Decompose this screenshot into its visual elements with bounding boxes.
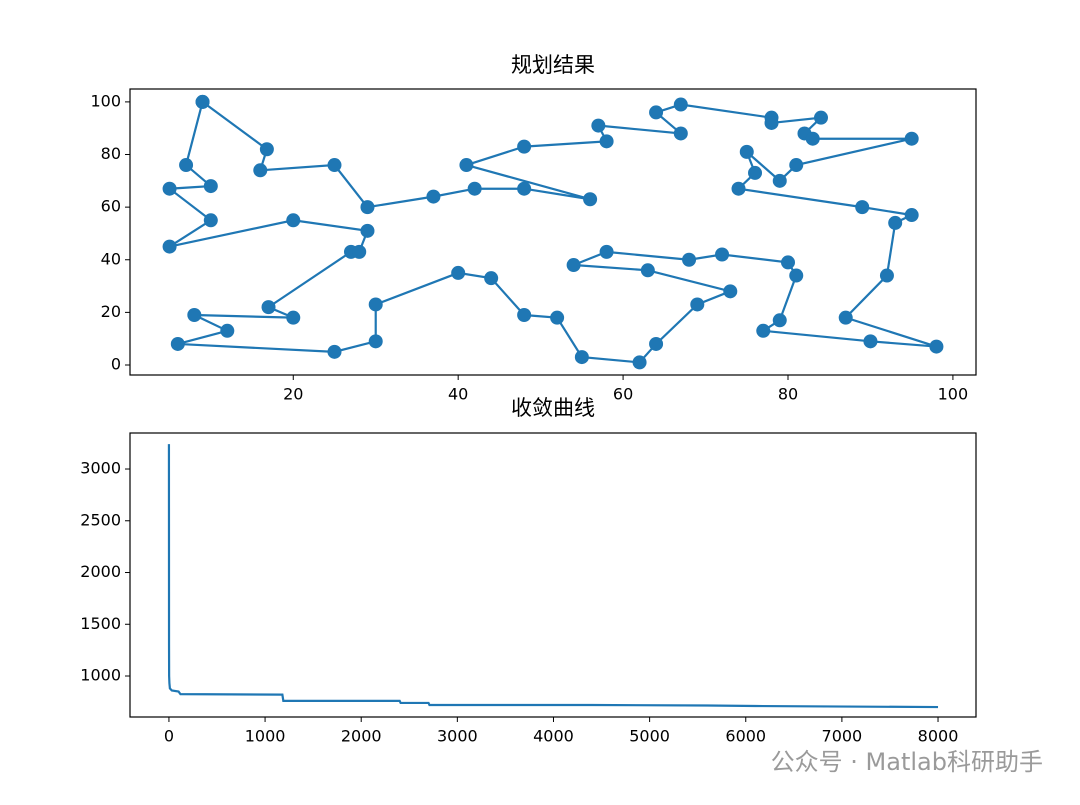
data-point (772, 313, 787, 328)
data-point (838, 310, 853, 325)
data-point (731, 181, 746, 196)
data-point (640, 263, 655, 278)
y-tick-label: 80 (101, 144, 121, 163)
data-point (360, 223, 375, 238)
y-tick-label: 2500 (80, 510, 121, 529)
x-tick-label: 60 (613, 385, 633, 404)
data-point (764, 115, 779, 130)
y-tick-label: 3000 (80, 459, 121, 478)
watermark: 公众号 · Matlab科研助手 (771, 748, 1043, 776)
y-tick-label: 1500 (80, 614, 121, 633)
data-point (715, 247, 730, 262)
data-point (459, 158, 474, 173)
data-point (904, 131, 919, 146)
data-point (690, 297, 705, 312)
data-point (426, 189, 441, 204)
data-point (517, 181, 532, 196)
data-point (286, 213, 301, 228)
x-tick-label: 5000 (629, 727, 670, 746)
data-point (748, 165, 763, 180)
data-point (550, 310, 565, 325)
data-point (649, 105, 664, 120)
y-tick-label: 2000 (80, 562, 121, 581)
data-point (682, 252, 697, 267)
data-point (187, 308, 202, 323)
x-tick-label: 20 (283, 385, 303, 404)
x-tick-label: 40 (448, 385, 468, 404)
x-tick-label: 3000 (437, 727, 478, 746)
data-point (574, 350, 589, 365)
data-point (781, 255, 795, 270)
data-point (484, 271, 499, 286)
data-point (170, 336, 185, 351)
data-point (583, 192, 598, 207)
data-point (286, 310, 301, 325)
data-point (203, 213, 218, 228)
y-tick-label: 40 (101, 249, 121, 268)
data-point (855, 200, 870, 215)
data-point (723, 284, 738, 299)
data-point (220, 323, 235, 338)
data-point (632, 355, 647, 370)
x-tick-label: 0 (164, 727, 174, 746)
data-point (261, 300, 276, 315)
data-point (195, 94, 210, 109)
data-point (368, 297, 383, 312)
data-point (517, 308, 532, 323)
data-point (327, 344, 342, 359)
data-point (259, 142, 274, 157)
y-tick-label: 60 (101, 197, 121, 216)
x-tick-label: 6000 (725, 727, 766, 746)
x-tick-label: 1000 (245, 727, 286, 746)
data-point (162, 181, 177, 196)
data-point (673, 126, 688, 141)
data-point (179, 158, 194, 173)
chart-title: 收敛曲线 (511, 396, 595, 420)
data-point (879, 268, 894, 283)
data-point (517, 139, 532, 154)
data-point (566, 258, 581, 273)
data-point (649, 336, 664, 351)
data-point (929, 339, 944, 354)
data-point (739, 144, 754, 159)
data-point (327, 158, 342, 173)
data-line (167, 444, 939, 709)
data-point (813, 110, 828, 125)
data-point (599, 134, 614, 149)
chart-title: 规划结果 (511, 53, 595, 77)
x-tick-label: 80 (778, 385, 798, 404)
data-point (467, 181, 482, 196)
data-point (253, 163, 268, 178)
data-point (772, 173, 787, 188)
data-point (352, 244, 367, 259)
data-point (360, 200, 375, 215)
data-point (863, 334, 878, 349)
y-tick-label: 100 (90, 91, 121, 110)
data-line (166, 101, 937, 364)
data-point (756, 323, 771, 338)
x-tick-label: 4000 (533, 727, 574, 746)
axes-frame (129, 432, 977, 718)
data-point (673, 97, 688, 112)
y-tick-label: 20 (101, 302, 121, 321)
data-point (888, 215, 903, 230)
axes-frame (129, 88, 977, 376)
x-tick-label: 7000 (822, 727, 863, 746)
data-point (904, 208, 919, 223)
x-tick-label: 8000 (918, 727, 959, 746)
data-point (368, 334, 383, 349)
x-tick-label: 100 (938, 385, 969, 404)
y-tick-label: 0 (111, 355, 121, 374)
data-point (591, 118, 606, 133)
data-point (789, 158, 804, 173)
data-point (451, 265, 466, 280)
data-point (162, 239, 177, 254)
data-point (599, 244, 614, 259)
data-point (203, 179, 218, 194)
data-point (789, 268, 804, 283)
x-tick-label: 2000 (341, 727, 382, 746)
y-tick-label: 1000 (80, 666, 121, 685)
data-point (805, 131, 820, 146)
